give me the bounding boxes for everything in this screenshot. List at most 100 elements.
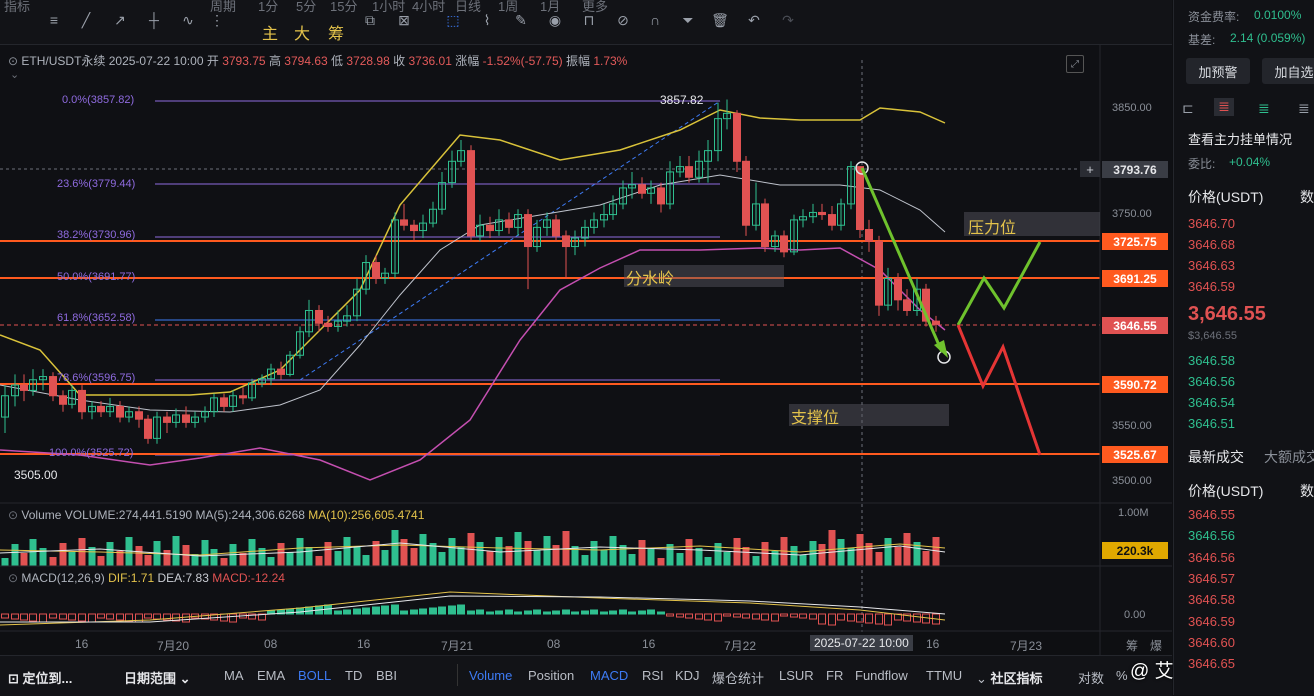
- add-favorite-button[interactable]: 加自选: [1262, 58, 1314, 84]
- add-alert-button[interactable]: 加预警: [1186, 58, 1250, 84]
- period-tab[interactable]: 更多: [582, 0, 609, 14]
- brush-icon[interactable]: ✎: [515, 11, 527, 28]
- ask-row[interactable]: 3646.63: [1188, 258, 1235, 273]
- macd-bar: [457, 604, 465, 615]
- orderbook-asks-icon[interactable]: ≣: [1214, 98, 1234, 116]
- orderbook-default-icon[interactable]: ⊏: [1182, 100, 1194, 116]
- magnet-icon[interactable]: ∩: [649, 12, 661, 28]
- period-tab[interactable]: 15分: [330, 0, 358, 14]
- indicator-kdj[interactable]: KDJ: [675, 668, 700, 683]
- boll-upper: [0, 107, 946, 396]
- pattern-icon[interactable]: ∿: [182, 11, 194, 28]
- collapse-icon[interactable]: ⊙: [8, 508, 19, 522]
- locate-to-button[interactable]: ⊡ 定位到...: [8, 671, 73, 686]
- bid-row[interactable]: 3646.58: [1188, 353, 1235, 368]
- trade-row[interactable]: 3646.56: [1188, 549, 1235, 565]
- trade-row[interactable]: 3646.65: [1188, 656, 1235, 672]
- indicator-fundflow[interactable]: Fundflow: [855, 668, 908, 683]
- candle-body: [514, 214, 522, 228]
- main-chart[interactable]: [0, 45, 1172, 632]
- volume-bar: [647, 549, 655, 566]
- big-order-toggle[interactable]: 大: [294, 26, 311, 43]
- collapse-icon[interactable]: ⊙: [8, 571, 19, 585]
- period-tab[interactable]: 周期: [210, 0, 237, 14]
- bid-row[interactable]: 3646.51: [1188, 416, 1235, 431]
- percent-scale-toggle[interactable]: %: [1116, 668, 1128, 683]
- trendline-icon[interactable]: ╱: [81, 11, 91, 28]
- bid-row[interactable]: 3646.54: [1188, 395, 1235, 410]
- indicator-boll[interactable]: BOLL: [298, 668, 332, 683]
- ask-row[interactable]: 3646.70: [1188, 216, 1235, 231]
- period-tab[interactable]: 4小时: [412, 0, 446, 14]
- period-tab[interactable]: 5分: [296, 0, 317, 14]
- ruler-icon[interactable]: ⌇: [483, 11, 491, 28]
- macd-bar: [571, 611, 579, 615]
- chips-tab[interactable]: 筹: [1126, 639, 1139, 653]
- indicator-fr[interactable]: FR: [826, 668, 844, 683]
- macd-bar: [11, 613, 19, 620]
- trade-row[interactable]: 3646.56: [1188, 528, 1235, 544]
- visibility-icon[interactable]: ⊘: [617, 11, 629, 28]
- eye-icon[interactable]: ◉: [548, 11, 562, 28]
- fib-icon[interactable]: ⋮: [210, 11, 224, 28]
- filter-icon[interactable]: ⏷: [682, 11, 694, 28]
- collapse-icon[interactable]: ⌄: [10, 69, 20, 81]
- close-positions-icon[interactable]: ⊠: [398, 11, 410, 28]
- ask-row[interactable]: 3646.68: [1188, 237, 1235, 252]
- compare-icon[interactable]: ⧉: [365, 11, 375, 28]
- candle-body: [229, 395, 237, 407]
- horizontal-line-icon[interactable]: ┼: [149, 12, 159, 28]
- date-range-dropdown[interactable]: 日期范围 ⌄: [124, 671, 191, 686]
- indicator-rsi[interactable]: RSI: [642, 668, 664, 683]
- trade-row[interactable]: 3646.60: [1188, 634, 1235, 650]
- indicator-macd[interactable]: MACD: [590, 668, 629, 683]
- trade-row[interactable]: 3646.59: [1188, 613, 1235, 629]
- indicator-lsur[interactable]: LSUR: [779, 668, 814, 683]
- volume-bar: [457, 547, 465, 566]
- period-tab[interactable]: 1月: [540, 0, 561, 14]
- list-icon[interactable]: ≡: [49, 12, 59, 28]
- candle-body: [20, 384, 28, 391]
- indicator-volume[interactable]: Volume: [469, 668, 513, 683]
- indicator-ttmu[interactable]: TTMU: [926, 668, 963, 683]
- settings-icon[interactable]: ⊙: [8, 54, 19, 68]
- add-alert-plus-icon[interactable]: +: [1080, 161, 1100, 177]
- indicator-position[interactable]: Position: [528, 668, 575, 683]
- undo-icon[interactable]: ↶: [748, 11, 760, 28]
- ray-icon[interactable]: ↗: [114, 11, 126, 28]
- lock-icon[interactable]: ⊓: [583, 11, 595, 28]
- orderbook-title-link[interactable]: 查看主力挂单情况: [1188, 132, 1293, 147]
- period-tab[interactable]: 1周: [498, 0, 519, 14]
- period-tab[interactable]: 1分: [258, 0, 279, 14]
- liq-tab[interactable]: 爆: [1150, 639, 1163, 653]
- volume-bar: [865, 543, 873, 566]
- trash-icon[interactable]: 🗑: [711, 11, 729, 28]
- bid-row[interactable]: 3646.56: [1188, 374, 1235, 389]
- indicator-ma[interactable]: MA: [224, 668, 244, 683]
- indicator-td[interactable]: TD: [345, 668, 363, 683]
- indicator-ema[interactable]: EMA: [257, 668, 286, 683]
- period-tab[interactable]: 1小时: [372, 0, 406, 14]
- crosshair-price-tag: 3793.76: [1102, 161, 1168, 178]
- trade-row[interactable]: 3646.57: [1188, 570, 1235, 586]
- log-scale-toggle[interactable]: 对数: [1078, 671, 1105, 686]
- indicator-bbi[interactable]: BBI: [376, 668, 397, 683]
- trade-row[interactable]: 3646.55: [1188, 507, 1235, 522]
- candle-body: [362, 262, 370, 290]
- indicator-liquidation[interactable]: 爆仓统计: [712, 671, 765, 686]
- ask-row[interactable]: 3646.59: [1188, 279, 1235, 294]
- community-indicators[interactable]: ⌄ 社区指标: [976, 671, 1043, 686]
- trade-row[interactable]: 3646.58: [1188, 592, 1235, 608]
- orderbook-both-icon[interactable]: ≣: [1298, 100, 1310, 116]
- main-force-toggle[interactable]: 主: [262, 26, 279, 43]
- select-icon[interactable]: ⬚: [446, 11, 460, 28]
- tab-large-trades[interactable]: 大额成交: [1264, 449, 1314, 465]
- chips-toggle[interactable]: 筹: [328, 26, 345, 43]
- tab-latest-trades[interactable]: 最新成交: [1188, 449, 1244, 465]
- candle-body: [49, 376, 57, 397]
- orderbook-bids-icon[interactable]: ≣: [1258, 100, 1270, 116]
- period-tab[interactable]: 日线: [455, 0, 482, 14]
- redo-icon[interactable]: ↷: [782, 11, 794, 28]
- period-tab[interactable]: 指标: [4, 0, 31, 14]
- fullscreen-icon[interactable]: ⤢: [1066, 55, 1084, 73]
